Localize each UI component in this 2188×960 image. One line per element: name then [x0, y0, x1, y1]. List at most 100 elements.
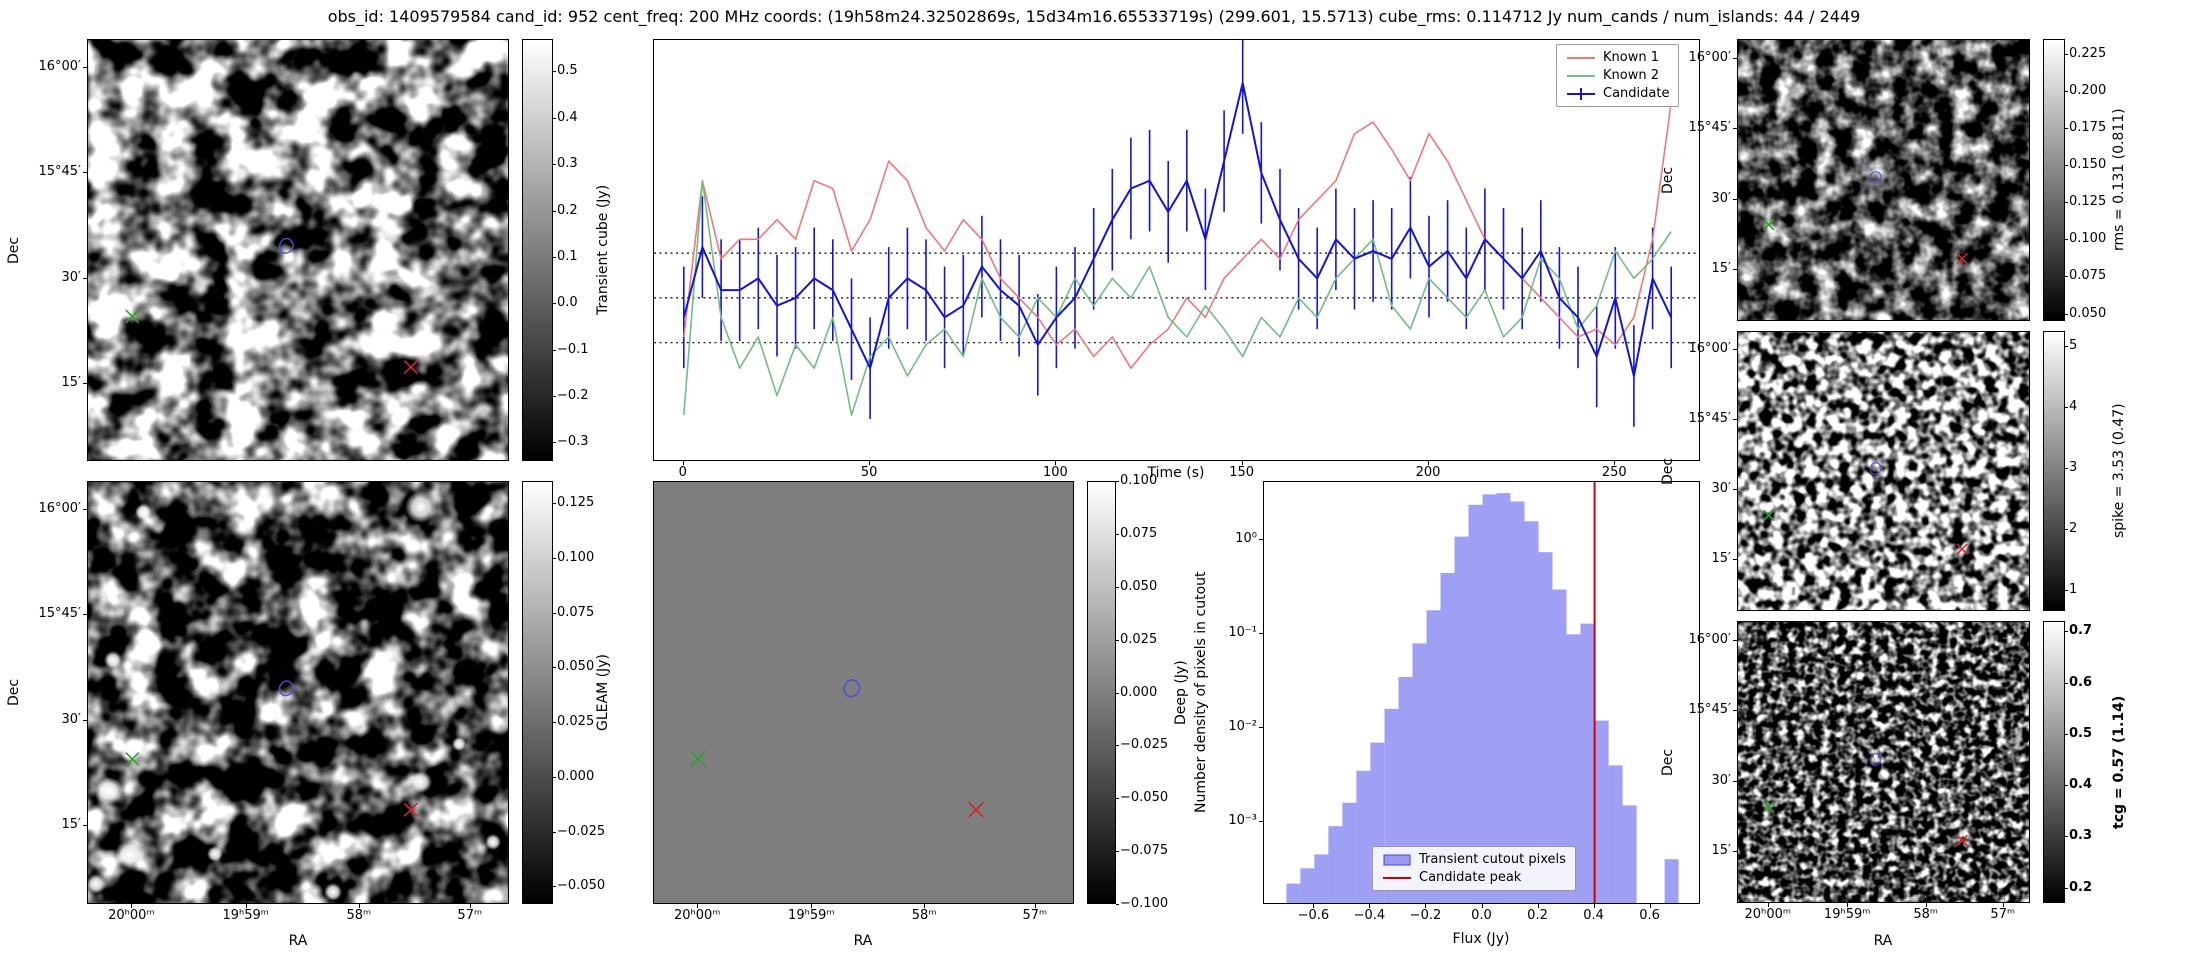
- tick-mark: [245, 904, 247, 908]
- tick-mark: [1733, 198, 1737, 200]
- dec-tick-label: 30′: [1711, 772, 1732, 788]
- ra-tick-label: 20ʰ00ᵐ: [1744, 907, 1791, 922]
- rms-colorbar-tick: 0.100: [2069, 231, 2107, 247]
- dec-tick-label: 16°00′: [1688, 49, 1731, 65]
- tick-mark: [2065, 239, 2068, 241]
- dec-tick-label: 15′: [61, 817, 82, 833]
- ra-tick-label: 58ᵐ: [1913, 907, 1939, 922]
- histogram-bar: [1496, 493, 1511, 903]
- tick-mark: [1733, 709, 1737, 711]
- tick-mark: [1116, 586, 1119, 588]
- histogram-bar: [1356, 770, 1371, 903]
- gleam-sky-image: [88, 482, 508, 903]
- bright-source-blob: [121, 744, 139, 762]
- dec-tick-label: 15°45′: [1688, 701, 1731, 717]
- flux-histogram-plot: [1286, 482, 1679, 903]
- bright-source-blob: [405, 491, 437, 523]
- known1-line-sample: [1566, 51, 1596, 65]
- rms-colorbar-label: rms = 0.131 (0.811): [2111, 108, 2127, 252]
- tick-mark: [1733, 349, 1737, 351]
- time-tick-label: 0: [678, 465, 687, 480]
- dec-tick-label: 30′: [61, 269, 82, 285]
- figure-title: obs_id: 1409579584 cand_id: 952 cent_fre…: [327, 7, 1861, 26]
- time-tick-label: 50: [860, 465, 878, 480]
- known2-line-glyph: [1567, 74, 1595, 77]
- legend-entry-candidate: Candidate: [1566, 86, 1669, 101]
- gleam-colorbar-tick: 0.050: [557, 659, 595, 675]
- known2-x-marker: [1762, 800, 1775, 813]
- ra-tick-label: 19ʰ59ᵐ: [222, 908, 269, 923]
- histogram-bar: [1314, 854, 1329, 903]
- tick-mark: [553, 722, 556, 724]
- dec-axis-label: Dec: [1660, 457, 1676, 485]
- legend-entry-cutout-pixels: Transient cutout pixels: [1382, 852, 1566, 867]
- tick-mark: [553, 886, 556, 888]
- histogram-patch-sample: [1382, 853, 1412, 867]
- histogram-bar: [1482, 494, 1497, 903]
- rms-colorbar: [2043, 39, 2065, 321]
- tick-mark: [2065, 407, 2068, 409]
- bright-source-blob: [88, 874, 106, 894]
- ra-axis-label: RA: [853, 933, 873, 949]
- histogram-bar: [1454, 536, 1469, 903]
- flux-tick-label: 0.0: [1471, 908, 1492, 923]
- tick-mark: [553, 396, 556, 398]
- tick-mark: [553, 349, 556, 351]
- transient-colorbar-tick: 0.3: [557, 156, 578, 172]
- tcg-cutout-image: [1737, 621, 2030, 903]
- rms-colorbar-tick: 0.200: [2069, 82, 2107, 98]
- dec-tick-label: 15°45′: [1688, 410, 1731, 426]
- tick-mark: [1733, 418, 1737, 420]
- transient-cutout-image: [87, 39, 509, 461]
- histogram-bar: [1286, 883, 1301, 903]
- flux-histogram-panel: [1263, 481, 1700, 904]
- histogram-patch-glyph: [1383, 854, 1411, 865]
- tick-mark: [2065, 128, 2068, 130]
- tick-mark: [1116, 745, 1119, 747]
- ra-axis-label: RA: [1873, 933, 1893, 949]
- dec-tick-label: 16°00′: [1688, 631, 1731, 647]
- candidate-peak-line-sample: [1382, 871, 1412, 885]
- ra-tick-label: 57ᵐ: [1022, 908, 1048, 923]
- spike-colorbar-tick: 5: [2069, 338, 2078, 354]
- tick-mark: [83, 382, 87, 384]
- candidate-contour: [1869, 171, 1882, 184]
- dec-axis-label: Dec: [1660, 748, 1676, 776]
- tick-mark: [553, 256, 556, 258]
- histogram-bar: [1524, 521, 1539, 903]
- gleam-colorbar: [522, 481, 553, 904]
- tcg-colorbar-label: tcg = 0.57 (1.14): [2111, 695, 2127, 829]
- tick-mark: [553, 502, 556, 504]
- tcg-colorbar-tick: 0.2: [2069, 879, 2093, 895]
- tick-mark: [553, 117, 556, 119]
- tick-mark: [553, 831, 556, 833]
- tick-mark: [2065, 528, 2068, 530]
- bright-source-blob: [104, 651, 122, 669]
- known1-line-glyph: [1567, 56, 1595, 59]
- candidate-contour: [1869, 462, 1882, 475]
- ra-tick-label: 19ʰ59ᵐ: [788, 908, 835, 923]
- bright-source-blob: [135, 504, 151, 520]
- rms-colorbar-tick: 0.050: [2069, 305, 2107, 321]
- ra-tick-label: 19ʰ59ᵐ: [1823, 907, 1871, 922]
- transient-colorbar-tick: 0.1: [557, 248, 578, 264]
- tick-mark: [1055, 461, 1057, 465]
- transient-sky-image: [88, 40, 508, 460]
- known1-x-marker: [1956, 252, 1968, 265]
- time-tick-label: 150: [1229, 465, 1255, 480]
- tcg-colorbar-tick: 0.7: [2069, 623, 2093, 639]
- spike-colorbar-label: spike = 3.53 (0.47): [2111, 403, 2127, 539]
- flux-axis-label: Flux (Jy): [1452, 931, 1510, 947]
- histogram-bar: [1552, 589, 1567, 903]
- tick-mark: [2065, 313, 2068, 315]
- tick-mark: [1649, 904, 1651, 908]
- known2-x-marker: [1762, 218, 1775, 231]
- tick-mark: [1733, 57, 1737, 59]
- known1-x-marker: [1956, 543, 1968, 555]
- dec-tick-label: 16°00′: [38, 58, 81, 74]
- density-tick-label: 10⁻¹: [1228, 625, 1257, 641]
- dec-tick-label: 15′: [1711, 550, 1732, 566]
- histogram-bar: [1664, 859, 1679, 903]
- series-known-2: [683, 179, 1672, 416]
- bright-source-blob: [485, 834, 501, 850]
